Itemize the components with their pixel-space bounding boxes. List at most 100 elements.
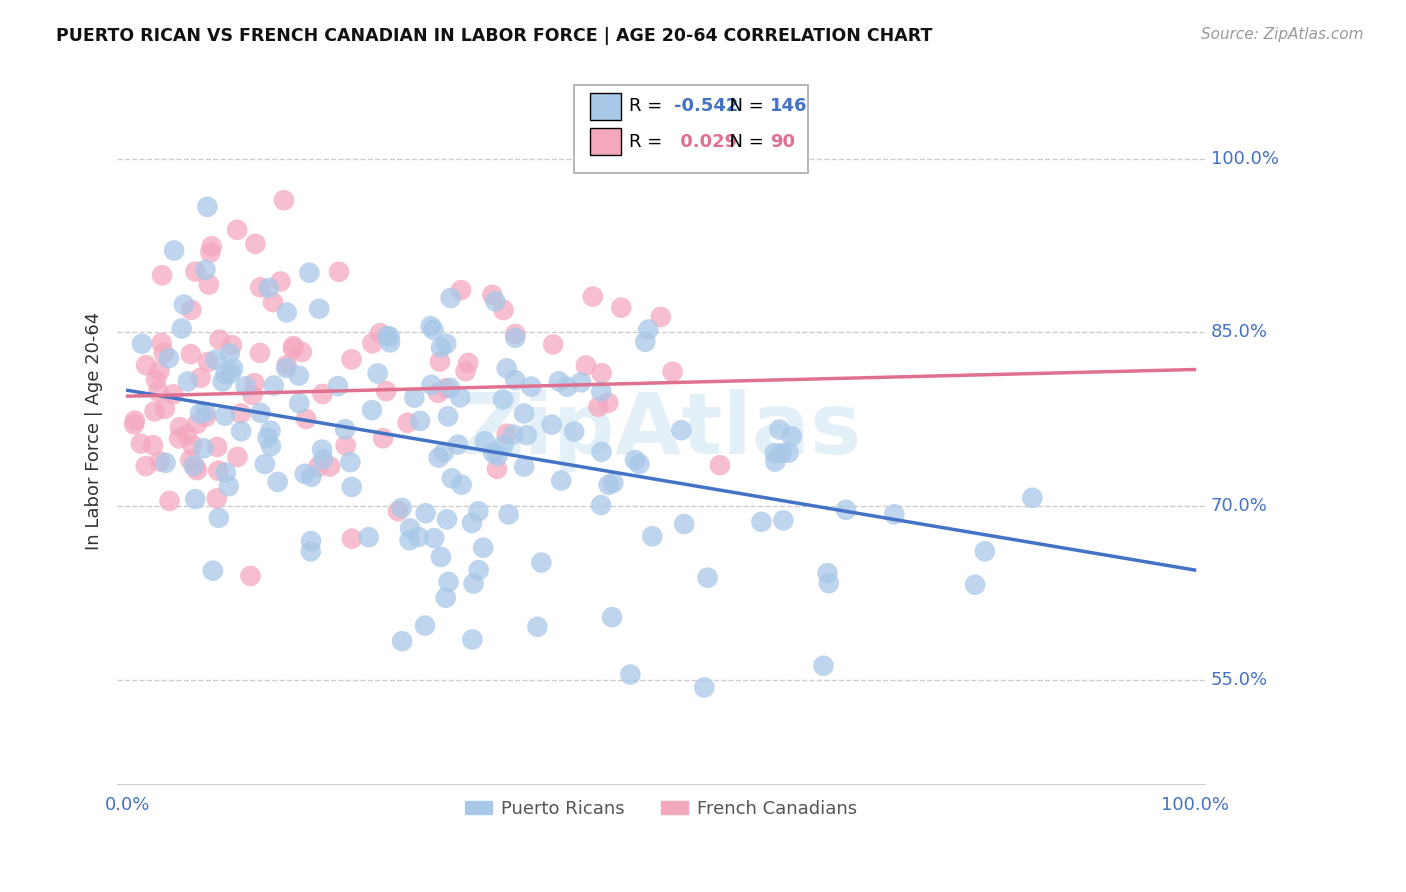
Point (197, 355, 219, 369)
Point (299, 469, 322, 483)
Point (467, 563, 489, 577)
Text: 85.0%: 85.0% (1211, 324, 1268, 342)
Point (520, 379, 543, 393)
Point (150, 336, 173, 351)
Point (239, 569, 262, 583)
Point (540, 417, 562, 432)
Point (503, 331, 526, 345)
Point (204, 352, 226, 367)
Point (973, 544, 995, 558)
Point (513, 459, 536, 474)
Point (375, 329, 398, 343)
Point (201, 239, 224, 253)
Point (391, 500, 413, 515)
Point (176, 427, 198, 442)
Point (780, 429, 803, 443)
Point (155, 456, 177, 470)
Point (492, 438, 515, 452)
Point (205, 491, 228, 506)
Point (208, 511, 231, 525)
Point (276, 361, 298, 376)
Point (427, 450, 450, 465)
Point (200, 245, 222, 260)
Point (548, 375, 571, 389)
Point (298, 266, 321, 280)
Point (257, 281, 280, 295)
Point (516, 428, 538, 442)
Point (575, 359, 598, 373)
Point (135, 358, 157, 372)
Point (463, 576, 485, 591)
Point (242, 388, 264, 402)
Point (229, 424, 252, 438)
Point (591, 384, 613, 399)
Legend: Puerto Ricans, French Canadians: Puerto Ricans, French Canadians (458, 792, 865, 825)
FancyBboxPatch shape (591, 128, 621, 155)
Point (188, 407, 211, 421)
Point (610, 301, 633, 315)
Point (135, 459, 157, 474)
Point (214, 409, 236, 423)
Point (671, 423, 693, 437)
Point (340, 480, 363, 494)
Point (194, 409, 217, 424)
Point (817, 576, 839, 591)
Point (637, 322, 659, 336)
Point (641, 529, 664, 543)
Point (179, 452, 201, 467)
Point (270, 275, 292, 289)
Point (835, 503, 858, 517)
Point (222, 361, 245, 376)
Point (276, 358, 298, 372)
Point (498, 508, 520, 522)
Point (291, 345, 314, 359)
Point (181, 438, 204, 452)
Point (430, 549, 453, 564)
Point (420, 378, 443, 392)
Point (340, 532, 363, 546)
Point (429, 354, 451, 368)
Text: R =: R = (628, 97, 668, 115)
Point (661, 365, 683, 379)
Point (482, 446, 505, 460)
Point (184, 459, 207, 474)
Point (550, 474, 572, 488)
Point (450, 477, 472, 491)
Point (186, 417, 208, 431)
Point (883, 508, 905, 522)
Point (447, 437, 470, 451)
Point (378, 335, 401, 350)
Point (262, 295, 284, 310)
Point (218, 346, 240, 360)
Point (472, 541, 495, 555)
Point (772, 513, 794, 527)
Point (1021, 491, 1043, 505)
Point (283, 339, 305, 353)
Point (450, 283, 472, 297)
Point (339, 455, 361, 469)
Point (569, 376, 592, 390)
Point (396, 416, 419, 430)
Text: ZipAtlas: ZipAtlas (461, 390, 862, 473)
Text: N =: N = (717, 97, 769, 115)
Point (311, 387, 333, 401)
Point (184, 492, 207, 507)
Point (299, 544, 322, 558)
Point (413, 618, 436, 632)
Point (434, 381, 457, 395)
Point (449, 390, 471, 404)
Point (260, 439, 283, 453)
Y-axis label: In Labor Force | Age 20-64: In Labor Force | Age 20-64 (86, 312, 103, 550)
Point (173, 297, 195, 311)
Point (149, 454, 172, 468)
Point (180, 302, 202, 317)
Point (122, 417, 145, 432)
Point (148, 384, 170, 399)
Text: 0.029: 0.029 (675, 133, 737, 151)
Point (628, 457, 651, 471)
Point (485, 462, 508, 476)
Point (184, 264, 207, 278)
Point (131, 336, 153, 351)
Point (186, 463, 208, 477)
Text: R =: R = (628, 133, 668, 151)
